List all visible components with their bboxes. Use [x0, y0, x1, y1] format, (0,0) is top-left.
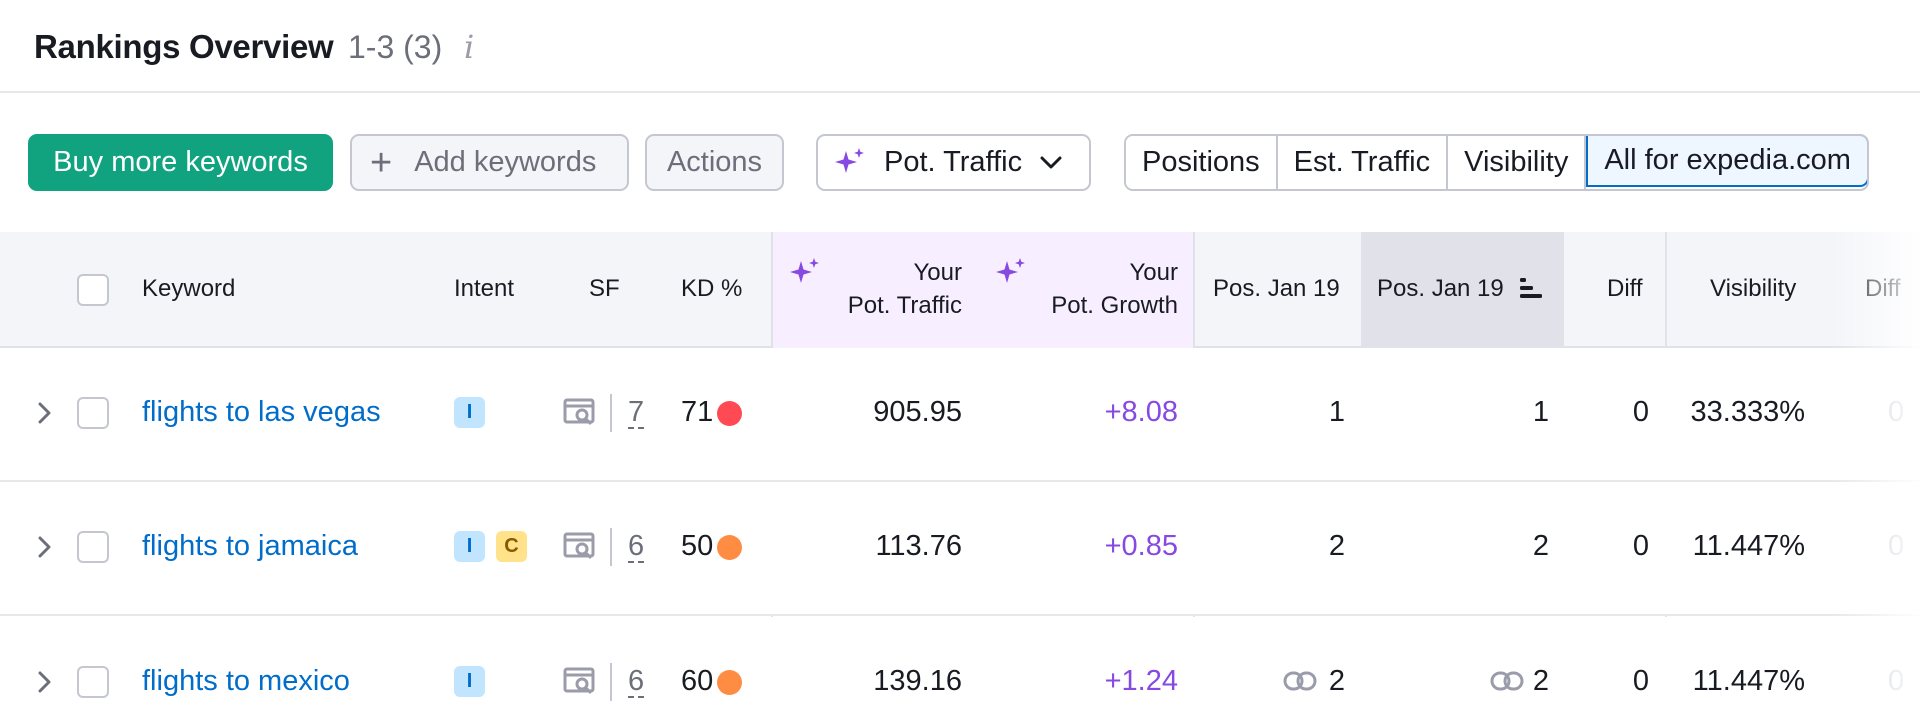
sf-count[interactable]: 7 — [628, 396, 645, 429]
pot-traffic-value: 139.16 — [873, 665, 962, 697]
kd-value: 50 — [681, 530, 714, 562]
page-title: Rankings Overview — [34, 28, 334, 65]
link-icon — [1283, 671, 1317, 691]
link-icon — [1490, 671, 1524, 691]
select-all-checkbox[interactable] — [77, 274, 109, 306]
tab-visibility[interactable]: Visibility — [1448, 136, 1587, 189]
chevron-right-icon[interactable] — [38, 671, 52, 693]
sparkle-icon — [790, 258, 819, 283]
keyword-link[interactable]: flights to jamaica — [142, 530, 358, 562]
pot-columns-highlight — [771, 232, 1195, 348]
pot-traffic-value: 905.95 — [873, 396, 962, 428]
add-keywords-button[interactable]: + Add keywords — [350, 134, 629, 191]
info-icon[interactable]: i — [464, 28, 475, 66]
col-sf[interactable]: SF — [589, 275, 620, 302]
pot-traffic-value: 113.76 — [875, 530, 962, 562]
col-diff[interactable]: Diff — [1607, 275, 1643, 302]
buy-more-keywords-button[interactable]: Buy more keywords — [28, 134, 333, 191]
sf-divider — [610, 528, 612, 566]
diff-2-value: 0 — [1888, 396, 1905, 428]
actions-button[interactable]: Actions — [645, 134, 784, 191]
kd-value: 71 — [681, 396, 714, 428]
tab-all-for-domain[interactable]: All for expedia.com — [1586, 136, 1867, 187]
kd-difficulty-dot — [717, 535, 742, 560]
visibility-value: 11.447% — [1692, 665, 1805, 697]
col-kd[interactable]: KD % — [681, 275, 743, 302]
keyword-link[interactable]: flights to las vegas — [142, 396, 381, 428]
visibility-value: 33.333% — [1690, 396, 1806, 428]
col-pot-growth-line2: Pot. Growth — [1051, 292, 1178, 319]
table-row[interactable]: flights to mexico I 6 60 139.16 +1.24 2 2 0 11.44… — [0, 617, 1920, 721]
diff-value: 0 — [1632, 530, 1649, 562]
pot-growth-value: +0.85 — [1104, 530, 1178, 562]
intent-badge[interactable]: C — [496, 531, 527, 562]
plus-icon: + — [370, 141, 393, 184]
intent-badge[interactable]: I — [454, 397, 485, 428]
col-pot-traffic-line2: Pot. Traffic — [847, 292, 962, 319]
chevron-down-icon — [1040, 156, 1062, 168]
pot-growth-value: +1.24 — [1104, 665, 1178, 697]
visibility-value: 11.447% — [1692, 530, 1805, 562]
position-value[interactable]: 1 — [1328, 396, 1345, 428]
col-keyword[interactable]: Keyword — [142, 275, 236, 302]
col-diff-2[interactable]: Diff — [1865, 275, 1901, 302]
rankings-table: Keyword Intent SF KD % Your Pot. Traffic… — [0, 232, 1920, 721]
kd-difficulty-dot — [717, 401, 742, 426]
col-visibility[interactable]: Visibility — [1710, 275, 1797, 302]
diff-value: 0 — [1632, 665, 1649, 697]
actions-label: Actions — [666, 146, 763, 178]
sparkle-icon — [835, 147, 864, 173]
tab-est-traffic[interactable]: Est. Traffic — [1277, 136, 1449, 189]
tab-positions[interactable]: Positions — [1126, 136, 1278, 189]
position-value[interactable]: 1 — [1532, 396, 1549, 428]
pot-traffic-dropdown[interactable]: Pot. Traffic — [816, 134, 1091, 191]
chevron-right-icon[interactable] — [38, 402, 52, 424]
page-header: Rankings Overview 1-3 (3) i — [0, 0, 1920, 93]
kd-value: 60 — [681, 665, 714, 697]
position-value[interactable]: 2 — [1532, 530, 1549, 562]
row-checkbox[interactable] — [77, 666, 109, 698]
pot-growth-value: +8.08 — [1104, 396, 1178, 428]
position-value[interactable]: 2 — [1532, 665, 1549, 697]
row-checkbox[interactable] — [77, 531, 109, 563]
metric-segment-control: Positions Est. Traffic Visibility All fo… — [1124, 134, 1869, 191]
col-pot-traffic[interactable]: Your Pot. Traffic — [820, 256, 962, 322]
serp-features-icon[interactable] — [563, 532, 597, 560]
col-pot-traffic-line1: Your — [913, 259, 963, 286]
row-checkbox[interactable] — [77, 397, 109, 429]
sparkle-icon — [996, 258, 1025, 283]
toolbar: Buy more keywords + Add keywords Actions… — [0, 134, 1920, 192]
col-pot-growth-line1: Your — [1129, 259, 1179, 286]
table-row[interactable]: flights to jamaica I C 6 50 113.76 +0.85 2 2 0 11.… — [0, 482, 1920, 616]
intent-badge[interactable]: I — [454, 666, 485, 697]
buy-more-keywords-label: Buy more keywords — [53, 146, 308, 178]
table-row[interactable]: flights to las vegas I 7 71 905.95 +8.08 1 1 0 33… — [0, 348, 1920, 482]
table-header: Keyword Intent SF KD % Your Pot. Traffic… — [0, 232, 1920, 348]
sf-divider — [610, 663, 612, 701]
serp-features-icon[interactable] — [563, 398, 597, 426]
position-value[interactable]: 2 — [1328, 665, 1345, 697]
keyword-link[interactable]: flights to mexico — [142, 665, 350, 697]
col-intent[interactable]: Intent — [454, 275, 515, 302]
chevron-right-icon[interactable] — [38, 536, 52, 558]
sf-count[interactable]: 6 — [628, 665, 645, 698]
diff-2-value: 0 — [1888, 530, 1905, 562]
pot-traffic-label: Pot. Traffic — [884, 146, 1023, 178]
kd-difficulty-dot — [717, 670, 742, 695]
sf-divider — [610, 394, 612, 432]
diff-value: 0 — [1632, 396, 1649, 428]
add-keywords-label: Add keywords — [414, 146, 597, 178]
position-value[interactable]: 2 — [1328, 530, 1345, 562]
col-pot-growth[interactable]: Your Pot. Growth — [1026, 256, 1178, 322]
diff-2-value: 0 — [1888, 665, 1905, 697]
results-count: 1-3 (3) — [348, 29, 443, 65]
col-pos-2[interactable]: Pos. Jan 19 — [1377, 275, 1504, 302]
serp-features-icon[interactable] — [563, 667, 597, 695]
col-pos-1[interactable]: Pos. Jan 19 — [1213, 275, 1340, 302]
intent-badge[interactable]: I — [454, 531, 485, 562]
sort-icon[interactable] — [1520, 278, 1544, 300]
sf-count[interactable]: 6 — [628, 530, 645, 563]
